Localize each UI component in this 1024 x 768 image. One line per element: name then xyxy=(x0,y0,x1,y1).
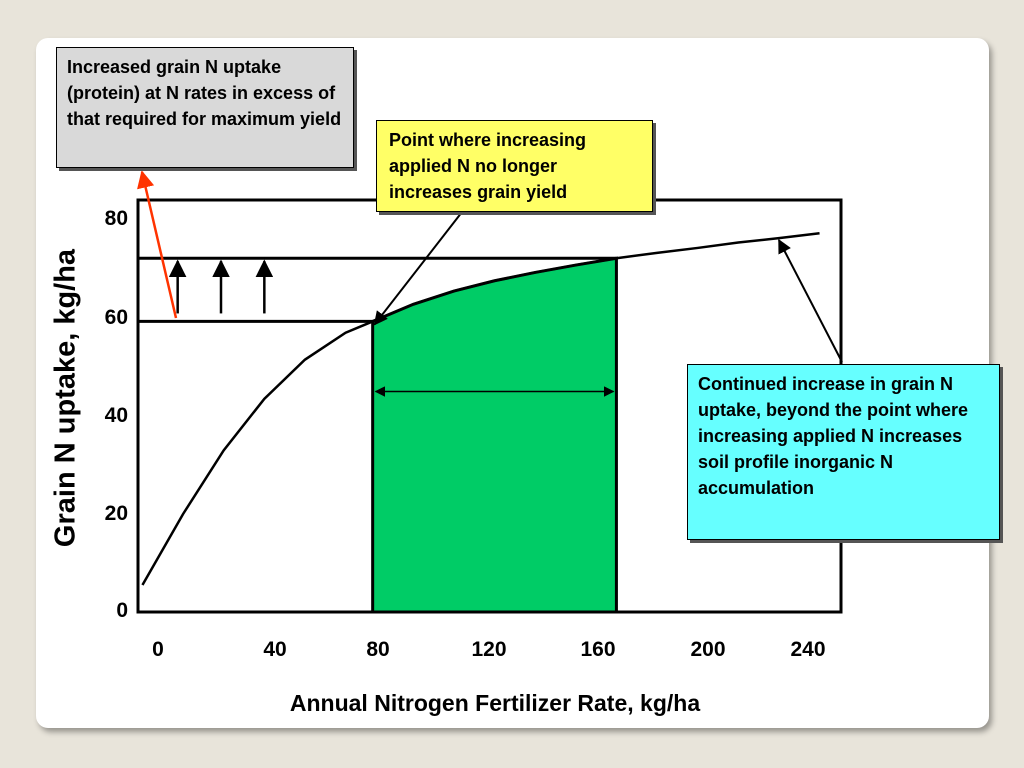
red-pointer-arrow xyxy=(137,170,178,319)
x-axis-label: Annual Nitrogen Fertilizer Rate, kg/ha xyxy=(289,690,701,716)
x-tick-label: 80 xyxy=(366,638,390,661)
x-tick-label: 240 xyxy=(790,638,826,661)
x-tick-label: 160 xyxy=(580,638,616,661)
yield-pointer-arrow xyxy=(373,211,463,326)
x-tick-label: 0 xyxy=(152,638,164,661)
accumulation-callout: Continued increase in grain N uptake, be… xyxy=(687,364,1000,540)
protein-callout: Increased grain N uptake (protein) at N … xyxy=(56,47,354,168)
shaded-region xyxy=(371,256,618,614)
accumulation-pointer-arrow xyxy=(778,238,843,363)
max-yield-callout: Point where increasing applied N no long… xyxy=(376,120,653,212)
y-tick-label: 60 xyxy=(104,306,128,329)
y-tick-label: 0 xyxy=(116,599,128,622)
y-tick-label: 80 xyxy=(104,207,128,230)
y-tick-label: 40 xyxy=(104,404,128,427)
series-line xyxy=(141,231,820,586)
y-axis-label: Grain N uptake, kg/ha xyxy=(49,248,82,548)
x-tick-label: 120 xyxy=(471,638,507,661)
x-tick-label: 200 xyxy=(690,638,726,661)
y-tick-label: 20 xyxy=(104,502,128,525)
x-tick-label: 40 xyxy=(263,638,287,661)
